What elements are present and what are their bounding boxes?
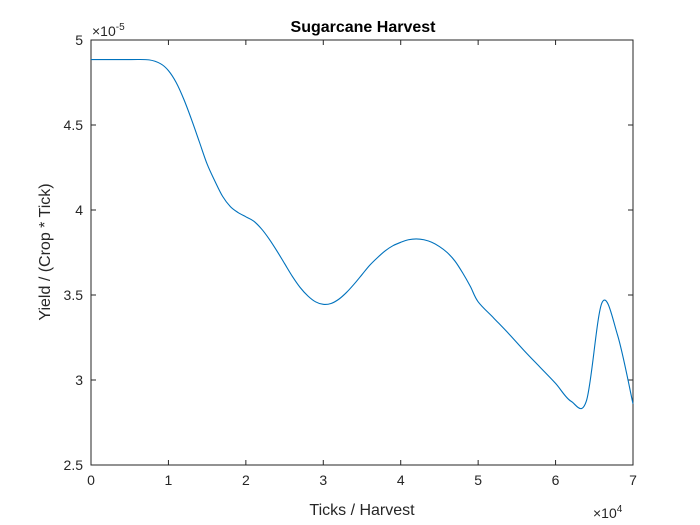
y-tick-label: 4 bbox=[75, 202, 83, 218]
y-tick-label: 4.5 bbox=[64, 117, 84, 133]
y-axis-ticks: 2.5 3 3.5 4 4.5 5 bbox=[64, 32, 633, 473]
y-tick-label: 3 bbox=[75, 372, 83, 388]
x-tick-label: 1 bbox=[165, 472, 173, 488]
x-tick-label: 7 bbox=[629, 472, 637, 488]
y-axis-label: Yield / (Crop * Tick) bbox=[37, 183, 54, 320]
x-tick-label: 0 bbox=[87, 472, 95, 488]
chart-title: Sugarcane Harvest bbox=[291, 19, 437, 36]
yield-series-line bbox=[90, 58, 634, 410]
y-tick-label: 5 bbox=[75, 32, 83, 48]
y-tick-label: 3.5 bbox=[64, 287, 84, 303]
x-tick-label: 4 bbox=[397, 472, 405, 488]
x-tick-label: 2 bbox=[242, 472, 250, 488]
x-tick-label: 5 bbox=[474, 472, 482, 488]
y-tick-label: 2.5 bbox=[64, 457, 84, 473]
x-tick-label: 3 bbox=[319, 472, 327, 488]
x-axis-ticks: 0 1 2 3 4 5 6 7 bbox=[87, 40, 637, 488]
y-axis-multiplier: ×10-5 bbox=[92, 22, 125, 39]
x-axis-multiplier: ×104 bbox=[593, 504, 623, 521]
x-tick-label: 6 bbox=[552, 472, 560, 488]
plot-area bbox=[90, 39, 634, 466]
x-axis-label: Ticks / Harvest bbox=[309, 502, 415, 519]
